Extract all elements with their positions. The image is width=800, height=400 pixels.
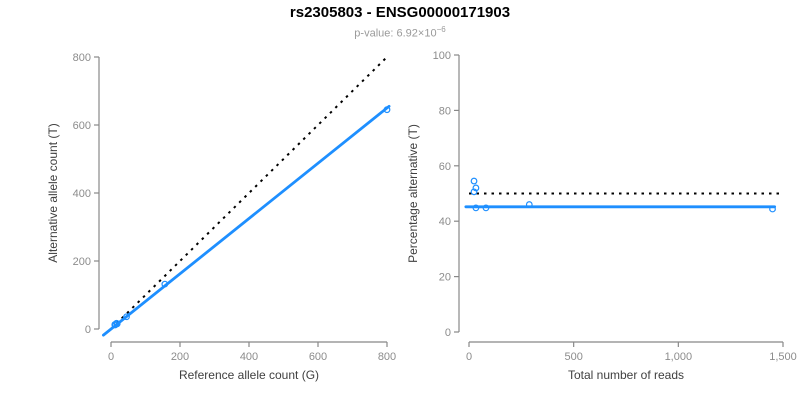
y-tick-label: 0	[85, 324, 91, 336]
fit-line	[102, 104, 391, 337]
x-tick-label: 1,000	[665, 351, 693, 363]
x-tick-label: 800	[378, 351, 396, 363]
y-tick-label: 40	[439, 216, 451, 228]
data-points	[111, 106, 391, 329]
figure-title: rs2305803 - ENSG00000171903	[289, 4, 511, 21]
y-axis-title: Alternative allele count (T)	[46, 123, 60, 262]
y-tick-label: 800	[73, 52, 91, 64]
y-tick-label: 60	[439, 161, 451, 173]
data-point	[113, 320, 121, 328]
y-tick-label: 100	[433, 50, 451, 62]
x-tick-label: 500	[564, 351, 582, 363]
figure-subtitle: p-value: 6.92×10−6	[0, 23, 800, 41]
x-axis: 0 200 400 600 800	[108, 341, 396, 363]
data-point	[113, 319, 120, 327]
data-point	[470, 177, 478, 185]
figure-header: rs2305803 - ENSG00000171903 p-value: 6.9…	[0, 4, 800, 41]
y-tick-label: 0	[445, 327, 451, 339]
y-tick-label: 600	[73, 120, 91, 132]
y-tick-label: 200	[73, 256, 91, 268]
data-point	[123, 313, 130, 321]
y-axis: 0 200 400 600 800	[73, 52, 100, 336]
data-point	[472, 204, 480, 212]
x-axis-title: Total number of reads	[568, 368, 684, 382]
x-tick-label: 0	[466, 351, 472, 363]
x-axis-title: Reference allele count (G)	[179, 368, 319, 382]
data-point	[383, 106, 391, 114]
x-tick-label: 1,500	[769, 351, 797, 363]
x-tick-label: 400	[240, 351, 258, 363]
data-point	[482, 204, 490, 212]
x-tick-label: 600	[309, 351, 327, 363]
y-tick-label: 20	[439, 272, 451, 284]
x-tick-label: 0	[108, 351, 114, 363]
x-tick-label: 200	[171, 351, 189, 363]
x-axis: 0 500 1,000 1,500	[466, 341, 797, 363]
y-tick-label: 400	[73, 188, 91, 200]
p-value-exponent: −6	[436, 25, 446, 34]
p-value-text: p-value: 6.92×10	[354, 27, 437, 40]
percentage-panel: 0 20 40 60 80 100 0 500 1,000 1,500 Total number o…	[406, 50, 797, 382]
data-point	[470, 188, 478, 196]
reference-line	[110, 56, 388, 330]
data-point	[769, 205, 776, 213]
y-axis: 0 20 40 60 80 100	[433, 50, 460, 339]
y-tick-label: 80	[439, 105, 451, 117]
data-point	[472, 184, 480, 192]
data-point	[525, 201, 533, 208]
data-point	[161, 280, 169, 288]
y-axis-title: Percentage alternative (T)	[406, 124, 420, 263]
data-points	[470, 177, 776, 213]
allele-counts-panel: 0 200 400 600 800 0 200 400 600 800 Reference alle…	[46, 52, 396, 382]
